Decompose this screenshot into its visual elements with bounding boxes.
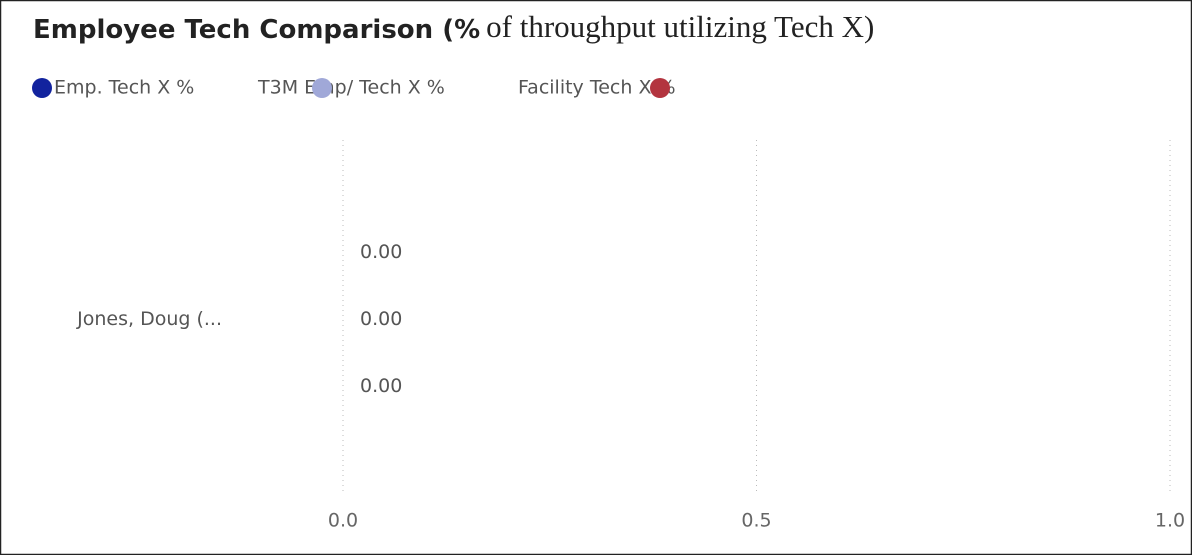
legend-marker: [32, 78, 52, 98]
legend-label: Facility Tech X %: [518, 77, 676, 99]
legend-label: Emp. Tech X %: [54, 77, 194, 99]
legend-label: T3M Emp/ Tech X %: [257, 77, 445, 99]
title-part: of throughput utilizing Tech X): [486, 9, 874, 44]
title-part: Employee Tech Comparison (%: [33, 15, 480, 45]
data-label: 0.00: [360, 375, 402, 397]
data-label: 0.00: [360, 308, 402, 330]
chart-title: Employee Tech Comparison (% of throughput…: [33, 9, 874, 44]
legend-marker: [650, 78, 670, 98]
data-label: 0.00: [360, 241, 402, 263]
y-tick-label: Jones, Doug (...: [76, 308, 222, 330]
x-tick-label: 0.5: [741, 510, 771, 532]
x-tick-label: 0.0: [328, 510, 358, 532]
legend-marker: [312, 78, 332, 98]
x-tick-label: 1.0: [1155, 510, 1185, 532]
